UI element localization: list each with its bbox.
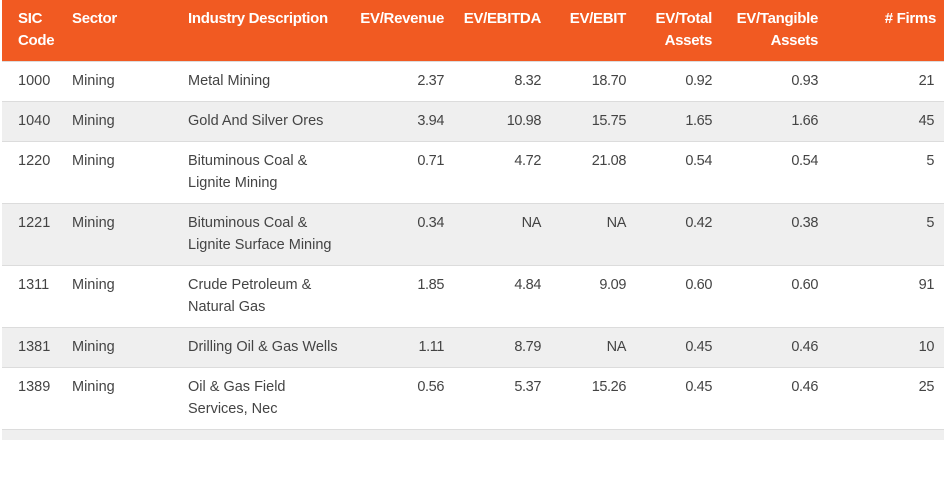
cell-ev-ebit: 18.70 (547, 60, 632, 101)
cell-industry: Oil & Gas Field Services, Nec (188, 366, 342, 429)
cell-industry: Gold And Silver Ores (188, 100, 342, 141)
cell-ev-revenue: 1.85 (342, 264, 450, 327)
cell-industry: Bituminous Coal & Lignite Mining (188, 140, 342, 203)
table-row: 1311 Mining Crude Petroleum & Natural Ga… (2, 264, 944, 327)
cell-partial (2, 428, 944, 440)
cell-ev-total-assets: 0.92 (632, 60, 718, 101)
header-ev-total-assets[interactable]: EV/Total Assets (632, 0, 718, 61)
cell-ev-tangible-assets: 0.46 (718, 326, 824, 367)
cell-sic: 1389 (2, 366, 72, 429)
cell-ev-total-assets: 0.45 (632, 366, 718, 429)
cell-ev-ebitda: 10.98 (450, 100, 547, 141)
cell-ev-tangible-assets: 0.93 (718, 60, 824, 101)
table-row: 1381 Mining Drilling Oil & Gas Wells 1.1… (2, 326, 944, 367)
table-row: 1220 Mining Bituminous Coal & Lignite Mi… (2, 140, 944, 203)
cell-ev-tangible-assets: 0.46 (718, 366, 824, 429)
cell-sector: Mining (72, 140, 188, 203)
cell-firms: 10 (824, 326, 944, 367)
cell-ev-ebitda: 4.84 (450, 264, 547, 327)
table-body: 1000 Mining Metal Mining 2.37 8.32 18.70… (2, 60, 944, 440)
cell-ev-ebitda: NA (450, 202, 547, 265)
cell-industry: Crude Petroleum & Natural Gas (188, 264, 342, 327)
cell-sector: Mining (72, 366, 188, 429)
table-row: 1221 Mining Bituminous Coal & Lignite Su… (2, 202, 944, 265)
header-ev-revenue[interactable]: EV/Revenue (342, 0, 450, 61)
cell-ev-revenue: 1.11 (342, 326, 450, 367)
cell-ev-tangible-assets: 1.66 (718, 100, 824, 141)
cell-sic: 1381 (2, 326, 72, 367)
cell-sic: 1220 (2, 140, 72, 203)
cell-ev-tangible-assets: 0.60 (718, 264, 824, 327)
cell-sic: 1311 (2, 264, 72, 327)
cell-ev-total-assets: 0.54 (632, 140, 718, 203)
cell-ev-revenue: 3.94 (342, 100, 450, 141)
cell-ev-total-assets: 1.65 (632, 100, 718, 141)
header-sic-code[interactable]: SIC Code (2, 0, 72, 61)
cell-ev-ebitda: 4.72 (450, 140, 547, 203)
cell-industry: Metal Mining (188, 60, 342, 101)
cell-ev-ebit: 15.75 (547, 100, 632, 141)
cell-ev-total-assets: 0.60 (632, 264, 718, 327)
cell-ev-ebitda: 8.79 (450, 326, 547, 367)
cell-industry: Bituminous Coal & Lignite Surface Mining (188, 202, 342, 265)
cell-firms: 45 (824, 100, 944, 141)
cell-ev-ebit: NA (547, 326, 632, 367)
cell-sic: 1000 (2, 60, 72, 101)
cell-ev-revenue: 0.34 (342, 202, 450, 265)
cell-ev-total-assets: 0.42 (632, 202, 718, 265)
cell-sector: Mining (72, 100, 188, 141)
header-ev-tangible-assets[interactable]: EV/Tangible Assets (718, 0, 824, 61)
cell-ev-ebit: 21.08 (547, 140, 632, 203)
cell-sic: 1040 (2, 100, 72, 141)
table-row: 1389 Mining Oil & Gas Field Services, Ne… (2, 366, 944, 429)
cell-ev-ebit: 9.09 (547, 264, 632, 327)
cell-firms: 21 (824, 60, 944, 101)
valuation-multiples-table: SIC Code Sector Industry Description EV/… (2, 0, 944, 440)
cell-ev-ebit: 15.26 (547, 366, 632, 429)
cell-ev-ebitda: 8.32 (450, 60, 547, 101)
header-industry-description[interactable]: Industry Description (188, 0, 342, 61)
cell-industry: Drilling Oil & Gas Wells (188, 326, 342, 367)
table-row: 1040 Mining Gold And Silver Ores 3.94 10… (2, 100, 944, 141)
cell-ev-tangible-assets: 0.54 (718, 140, 824, 203)
cell-ev-revenue: 0.71 (342, 140, 450, 203)
cell-firms: 91 (824, 264, 944, 327)
cell-sector: Mining (72, 60, 188, 101)
header-row: SIC Code Sector Industry Description EV/… (2, 0, 944, 61)
table-row: 1000 Mining Metal Mining 2.37 8.32 18.70… (2, 60, 944, 101)
cell-sector: Mining (72, 326, 188, 367)
cell-sic: 1221 (2, 202, 72, 265)
cell-sector: Mining (72, 264, 188, 327)
cell-ev-total-assets: 0.45 (632, 326, 718, 367)
cell-ev-revenue: 2.37 (342, 60, 450, 101)
cell-firms: 25 (824, 366, 944, 429)
cell-sector: Mining (72, 202, 188, 265)
cell-ev-tangible-assets: 0.38 (718, 202, 824, 265)
cell-firms: 5 (824, 202, 944, 265)
header-ev-ebitda[interactable]: EV/EBITDA (450, 0, 547, 61)
cell-firms: 5 (824, 140, 944, 203)
table-header: SIC Code Sector Industry Description EV/… (2, 0, 944, 61)
cell-ev-ebitda: 5.37 (450, 366, 547, 429)
header-firms[interactable]: # Firms (824, 0, 944, 61)
table-row-partial (2, 428, 944, 440)
cell-ev-ebit: NA (547, 202, 632, 265)
header-sector[interactable]: Sector (72, 0, 188, 61)
cell-ev-revenue: 0.56 (342, 366, 450, 429)
header-ev-ebit[interactable]: EV/EBIT (547, 0, 632, 61)
